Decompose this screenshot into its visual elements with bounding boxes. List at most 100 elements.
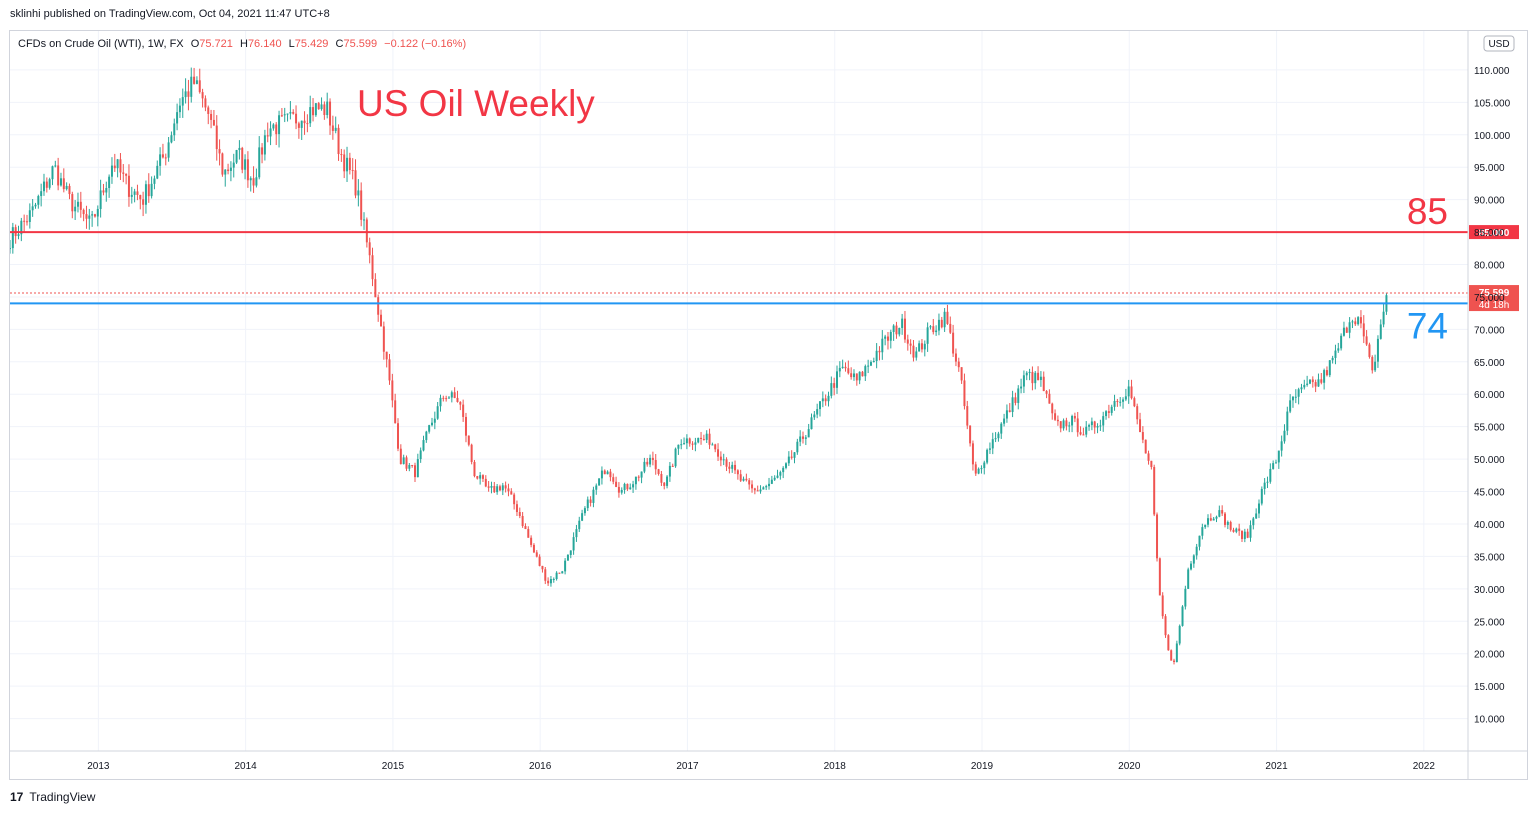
candle-body (470, 444, 473, 462)
candle-body (864, 366, 867, 377)
candle-body (1257, 503, 1260, 514)
candle-body (1045, 391, 1048, 394)
candle-body (833, 383, 836, 388)
candle-body (23, 220, 26, 222)
candle-body (1207, 518, 1210, 525)
candle-body (1150, 460, 1153, 468)
candle-body (289, 112, 292, 114)
candle-body (838, 367, 841, 372)
candle-body (1359, 317, 1362, 324)
candle-body (1379, 324, 1382, 339)
candle-body (354, 170, 357, 196)
price-axis: 110.000105.000100.00095.00090.00085.0008… (1467, 31, 1511, 779)
candle-body (702, 438, 705, 440)
candle-body (1382, 311, 1385, 325)
candle-body (204, 98, 207, 108)
candle-body (391, 380, 394, 401)
candle-body (640, 471, 643, 478)
candle-body (1059, 421, 1062, 429)
candle-body (1192, 555, 1195, 564)
candle-body (782, 467, 785, 473)
candle-body (1105, 411, 1108, 417)
high-value: 76.140 (248, 38, 282, 50)
candle-body (238, 147, 241, 151)
candle-body (272, 124, 275, 129)
candle-body (920, 343, 923, 350)
candle-body (414, 465, 416, 478)
candle-body (847, 368, 850, 374)
candle-body (187, 91, 190, 97)
open-label: O (191, 38, 200, 50)
candle-body (9, 248, 11, 250)
candle-body (246, 159, 249, 181)
candle-body (541, 565, 544, 570)
candle-body (912, 345, 915, 358)
currency-badge[interactable]: USD (1483, 35, 1515, 52)
candle-body (861, 371, 864, 377)
candle-body (1306, 383, 1309, 385)
candle-body (903, 318, 906, 340)
candle-body (544, 569, 547, 581)
candle-body (1331, 357, 1334, 361)
candle-body (1124, 396, 1127, 400)
candle-body (326, 101, 329, 116)
candle-body (1376, 338, 1379, 362)
time-tick-label: 2020 (1118, 761, 1141, 772)
candle-body (564, 560, 567, 572)
last-price-tag (1469, 285, 1519, 312)
grid-lines (10, 31, 1468, 751)
candle-body (229, 167, 232, 171)
candle-body (198, 80, 201, 93)
candle-body (683, 443, 686, 445)
candle-body (297, 123, 300, 128)
candle-body (957, 361, 960, 368)
candle-body (1283, 430, 1286, 442)
candle-body (150, 183, 153, 197)
candle-body (320, 104, 323, 110)
candle-body (473, 461, 476, 477)
candle-body (113, 165, 116, 169)
candle-body (1255, 513, 1258, 519)
candle-body (901, 318, 904, 328)
candle-body (184, 91, 187, 98)
candle-body (306, 123, 309, 125)
candle-body (971, 443, 974, 465)
candle-body (651, 457, 654, 461)
candle-body (1297, 389, 1300, 397)
candle-body (275, 124, 278, 135)
candle-body (821, 398, 824, 402)
candle-body (872, 360, 875, 363)
candle-body (1365, 336, 1368, 345)
candle-body (878, 350, 881, 353)
candle-body (1204, 524, 1207, 528)
candle-body (357, 190, 360, 196)
candle-body (1178, 625, 1181, 644)
candle-body (745, 478, 748, 481)
candle-body (481, 475, 484, 479)
time-tick-label: 2019 (971, 761, 994, 772)
candle-body (436, 406, 439, 419)
candle-body (742, 478, 745, 481)
candle-body (34, 204, 37, 207)
candle-body (442, 397, 445, 399)
candle-body (926, 327, 929, 344)
candle-body (309, 107, 312, 124)
candle-body (269, 128, 272, 137)
candle-body (153, 178, 156, 184)
candle-body (1122, 399, 1125, 402)
candle-body (827, 395, 830, 402)
price-tick-label: 60.000 (1474, 390, 1505, 401)
candle-body (1170, 650, 1173, 661)
candle-body (802, 436, 805, 439)
candle-body (773, 477, 776, 480)
candle-body (538, 556, 541, 566)
candle-body (346, 157, 349, 172)
candle-body (467, 435, 470, 445)
candle-body (82, 209, 85, 215)
price-tick-label: 50.000 (1474, 455, 1505, 466)
candle-body (1065, 420, 1068, 427)
candle-body (1215, 516, 1218, 519)
candle-body (1093, 421, 1096, 428)
